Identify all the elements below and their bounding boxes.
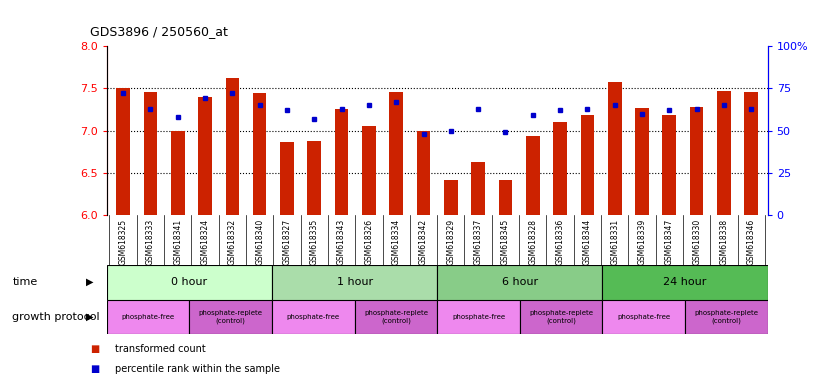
Bar — [107, 265, 272, 300]
Text: GSM618343: GSM618343 — [337, 219, 346, 265]
Text: GSM618344: GSM618344 — [583, 219, 592, 265]
Text: GSM618328: GSM618328 — [528, 219, 537, 265]
Bar — [253, 93, 267, 215]
Text: growth protocol: growth protocol — [12, 312, 100, 322]
Bar — [663, 115, 677, 215]
Text: GSM618336: GSM618336 — [556, 219, 565, 265]
Bar — [198, 97, 212, 215]
Bar — [526, 136, 539, 215]
Text: GSM618341: GSM618341 — [173, 219, 182, 265]
Text: transformed count: transformed count — [115, 344, 206, 354]
Text: GSM618339: GSM618339 — [638, 219, 646, 265]
Text: GSM618333: GSM618333 — [146, 219, 155, 265]
Bar — [190, 300, 272, 334]
Text: GSM618334: GSM618334 — [392, 219, 401, 265]
Bar — [226, 78, 239, 215]
Bar — [635, 108, 649, 215]
Text: GSM618324: GSM618324 — [200, 219, 209, 265]
Text: time: time — [12, 277, 38, 287]
Text: GSM618347: GSM618347 — [665, 219, 674, 265]
Bar — [690, 107, 704, 215]
Text: GSM618329: GSM618329 — [447, 219, 456, 265]
Text: ▶: ▶ — [86, 277, 94, 287]
Text: GSM618332: GSM618332 — [228, 219, 236, 265]
Text: phosphate-free: phosphate-free — [122, 314, 175, 320]
Text: GSM618346: GSM618346 — [747, 219, 756, 265]
Text: phosphate-replete
(control): phosphate-replete (control) — [529, 310, 593, 324]
Text: GDS3896 / 250560_at: GDS3896 / 250560_at — [90, 25, 228, 38]
Bar — [444, 180, 457, 215]
Bar — [471, 162, 485, 215]
Bar — [362, 126, 376, 215]
Text: GSM618342: GSM618342 — [419, 219, 428, 265]
Bar — [603, 265, 768, 300]
Text: ■: ■ — [90, 364, 99, 374]
Bar — [272, 265, 437, 300]
Text: GSM618327: GSM618327 — [282, 219, 291, 265]
Text: phosphate-free: phosphate-free — [287, 314, 340, 320]
Text: phosphate-replete
(control): phosphate-replete (control) — [695, 310, 759, 324]
Bar — [580, 115, 594, 215]
Text: 0 hour: 0 hour — [172, 277, 208, 287]
Bar — [685, 300, 768, 334]
Text: GSM618331: GSM618331 — [610, 219, 619, 265]
Bar — [553, 122, 567, 215]
Bar — [335, 109, 348, 215]
Bar — [280, 142, 294, 215]
Text: phosphate-free: phosphate-free — [617, 314, 670, 320]
Text: GSM618335: GSM618335 — [310, 219, 319, 265]
Text: 1 hour: 1 hour — [337, 277, 373, 287]
Text: GSM618326: GSM618326 — [365, 219, 374, 265]
Bar — [603, 300, 685, 334]
Bar — [117, 88, 130, 215]
Bar — [498, 180, 512, 215]
Text: GSM618325: GSM618325 — [118, 219, 127, 265]
Text: percentile rank within the sample: percentile rank within the sample — [115, 364, 280, 374]
Text: phosphate-replete
(control): phosphate-replete (control) — [199, 310, 263, 324]
Bar — [389, 92, 403, 215]
Bar — [608, 83, 621, 215]
Bar — [307, 141, 321, 215]
Text: GSM618337: GSM618337 — [474, 219, 483, 265]
Bar — [272, 300, 355, 334]
Bar — [437, 300, 520, 334]
Text: phosphate-free: phosphate-free — [452, 314, 505, 320]
Text: 6 hour: 6 hour — [502, 277, 538, 287]
Bar — [717, 91, 731, 215]
Text: ▶: ▶ — [86, 312, 94, 322]
Bar — [355, 300, 437, 334]
Text: phosphate-replete
(control): phosphate-replete (control) — [364, 310, 428, 324]
Bar — [437, 265, 603, 300]
Text: 24 hour: 24 hour — [663, 277, 707, 287]
Text: GSM618340: GSM618340 — [255, 219, 264, 265]
Text: GSM618345: GSM618345 — [501, 219, 510, 265]
Text: GSM618338: GSM618338 — [719, 219, 728, 265]
Bar — [107, 300, 190, 334]
Bar — [171, 131, 185, 215]
Bar — [417, 131, 430, 215]
Bar — [745, 92, 758, 215]
Bar — [520, 300, 603, 334]
Text: GSM618330: GSM618330 — [692, 219, 701, 265]
Text: ■: ■ — [90, 344, 99, 354]
Bar — [144, 92, 158, 215]
